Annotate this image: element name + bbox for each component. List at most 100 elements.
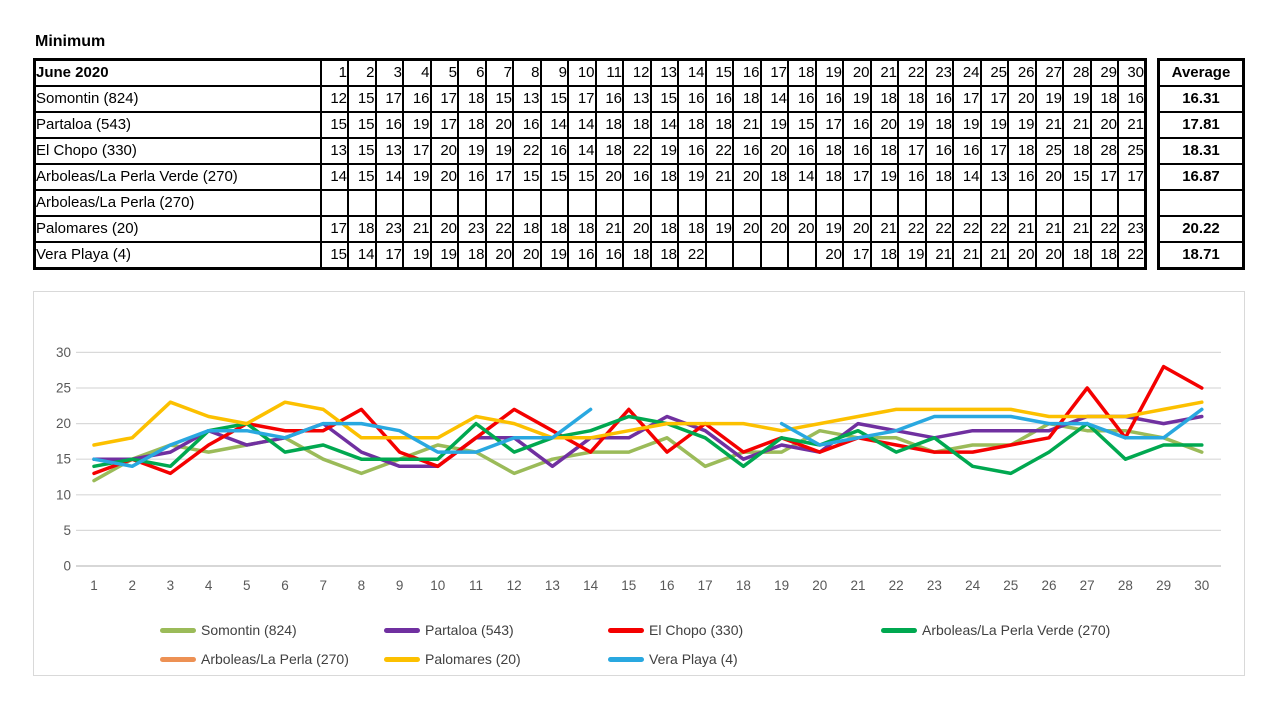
empty-cell [484, 189, 514, 217]
average-row: 16.87 [1157, 163, 1245, 191]
value-cell: 22 [952, 215, 982, 243]
y-tick-label: 25 [56, 381, 71, 396]
value-cell: 15 [347, 163, 377, 191]
x-tick-label: 3 [167, 578, 175, 593]
empty-cell [704, 189, 734, 217]
x-tick-label: 22 [889, 578, 904, 593]
empty-cell [979, 189, 1009, 217]
value-cell: 22 [622, 137, 652, 165]
y-tick-label: 10 [56, 487, 71, 502]
value-cell: 16 [842, 111, 872, 139]
value-cell: 17 [842, 241, 872, 270]
value-cell: 21 [732, 111, 762, 139]
day-header-cell: 21 [869, 58, 899, 87]
legend-item: Arboleas/La Perla (270) [160, 651, 349, 667]
value-cell: 17 [1089, 163, 1119, 191]
empty-cell [649, 189, 679, 217]
month-label-cell: June 2020 [33, 58, 322, 87]
value-cell: 18 [649, 163, 679, 191]
value-cell: 19 [677, 163, 707, 191]
x-tick-label: 12 [507, 578, 522, 593]
empty-cell [677, 189, 707, 217]
average-header-row: Average [1157, 58, 1245, 87]
value-cell: 17 [1117, 163, 1147, 191]
value-cell: 19 [1062, 85, 1092, 113]
table-row: Palomares (20) 17 18 23 21 20 23 22 18 18 18 21 20 18… [33, 215, 1147, 243]
empty-cell [732, 189, 762, 217]
table-row: Vera Playa (4) 15 14 17 19 19 18 20 20 19 16 16 18 18… [33, 241, 1147, 270]
x-tick-label: 17 [698, 578, 713, 593]
empty-cell [594, 189, 624, 217]
value-cell: 18 [1062, 137, 1092, 165]
value-cell: 19 [402, 111, 432, 139]
legend-marker-line [160, 656, 196, 662]
average-row: 17.81 [1157, 111, 1245, 139]
value-cell: 18 [1007, 137, 1037, 165]
value-cell: 21 [704, 163, 734, 191]
chart-container: 0 5 10 15 20 25 30 1 2 3 4 5 6 7 8 9 10 11 12 13 14 15 16 17 18 1… [33, 291, 1245, 676]
x-tick-label: 21 [850, 578, 865, 593]
value-cell: 20 [622, 215, 652, 243]
x-tick-label: 26 [1041, 578, 1056, 593]
value-cell: 17 [897, 137, 927, 165]
empty-cell [347, 189, 377, 217]
value-cell: 18 [1062, 241, 1092, 270]
legend-label: Palomares (20) [425, 651, 521, 667]
value-cell: 12 [319, 85, 349, 113]
day-header-cell: 10 [567, 58, 597, 87]
average-value-cell: 20.22 [1157, 215, 1245, 243]
value-cell: 18 [869, 241, 899, 270]
value-cell: 18 [869, 137, 899, 165]
row-label-cell: Palomares (20) [33, 215, 322, 243]
x-tick-label: 23 [927, 578, 942, 593]
x-tick-label: 28 [1118, 578, 1133, 593]
x-tick-label: 20 [812, 578, 827, 593]
value-cell: 21 [952, 241, 982, 270]
series-line-vera-playa-4 [92, 407, 1204, 469]
empty-cell [952, 189, 982, 217]
value-cell: 18 [924, 111, 954, 139]
day-header-cell: 5 [429, 58, 459, 87]
value-cell: 20 [484, 111, 514, 139]
value-cell: 20 [1007, 241, 1037, 270]
value-cell: 17 [429, 111, 459, 139]
value-cell: 13 [512, 85, 542, 113]
value-cell: 13 [622, 85, 652, 113]
value-cell: 21 [1034, 111, 1064, 139]
value-cell: 16 [594, 85, 624, 113]
value-cell: 18 [594, 137, 624, 165]
empty-cell [539, 189, 569, 217]
x-tick-label: 4 [205, 578, 213, 593]
value-cell: 14 [567, 111, 597, 139]
value-cell: 16 [704, 85, 734, 113]
average-row: 16.31 [1157, 85, 1245, 113]
empty-cell [759, 189, 789, 217]
value-cell: 18 [622, 111, 652, 139]
day-header-cell: 6 [457, 58, 487, 87]
x-tick-label: 16 [659, 578, 674, 593]
average-row [1157, 189, 1245, 217]
legend-label: Partaloa (543) [425, 622, 514, 638]
value-cell: 18 [814, 163, 844, 191]
day-header-cell: 27 [1034, 58, 1064, 87]
value-cell: 19 [704, 215, 734, 243]
empty-cell [732, 241, 762, 270]
x-tick-label: 2 [128, 578, 136, 593]
legend-marker-line [384, 627, 420, 633]
empty-cell [814, 189, 844, 217]
value-cell: 19 [429, 241, 459, 270]
value-cell: 18 [649, 241, 679, 270]
value-cell: 21 [1062, 111, 1092, 139]
value-cell: 19 [842, 85, 872, 113]
x-tick-label: 15 [621, 578, 636, 593]
x-tick-label: 10 [430, 578, 445, 593]
value-cell: 17 [567, 85, 597, 113]
empty-cell [622, 189, 652, 217]
x-tick-label: 27 [1080, 578, 1095, 593]
empty-average-cell [1157, 189, 1245, 217]
value-cell: 21 [1034, 215, 1064, 243]
value-cell: 18 [732, 85, 762, 113]
day-header-cell: 25 [979, 58, 1009, 87]
day-header-cell: 17 [759, 58, 789, 87]
day-header-cell: 22 [897, 58, 927, 87]
